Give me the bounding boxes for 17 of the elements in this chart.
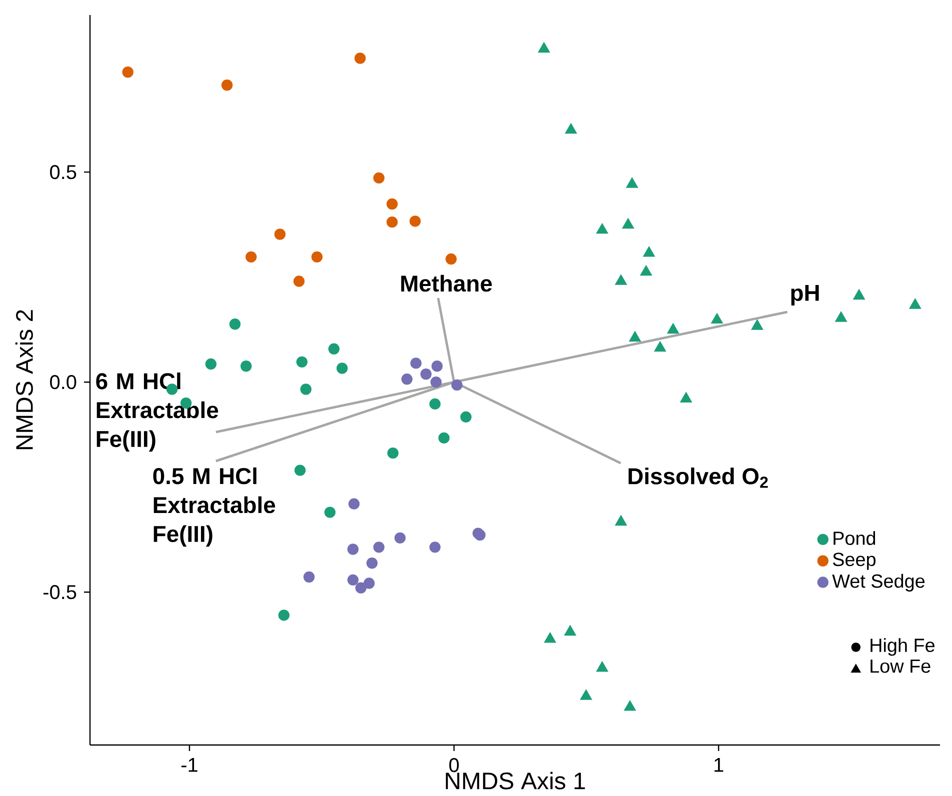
- x-tick-label: 1: [714, 758, 724, 772]
- series-label: 0.5 M HCl Extractable Fe(III): [153, 467, 276, 547]
- legend-label: Wet Sedge: [832, 574, 925, 592]
- y-tick-label: -0.5: [44, 585, 76, 600]
- legend-label: Seep: [832, 552, 876, 570]
- series-label: Dissolved O$_{2}$: [628, 468, 768, 488]
- x-tick-label: -1: [181, 758, 198, 772]
- x-tick-label: 0: [449, 758, 459, 772]
- series-label: Methane: [401, 274, 492, 292]
- x-axis-title: NMDS Axis 1: [446, 772, 585, 790]
- annotation: Low Fe: [870, 660, 930, 673]
- annotation: High Fe: [870, 638, 934, 656]
- y-axis-title: NMDS Axis 2: [15, 310, 33, 450]
- series-label: pH: [791, 285, 819, 306]
- y-tick-label: 0.0: [50, 375, 76, 390]
- legend-label: Pond: [834, 531, 876, 545]
- y-tick-label: 0.5: [50, 165, 76, 180]
